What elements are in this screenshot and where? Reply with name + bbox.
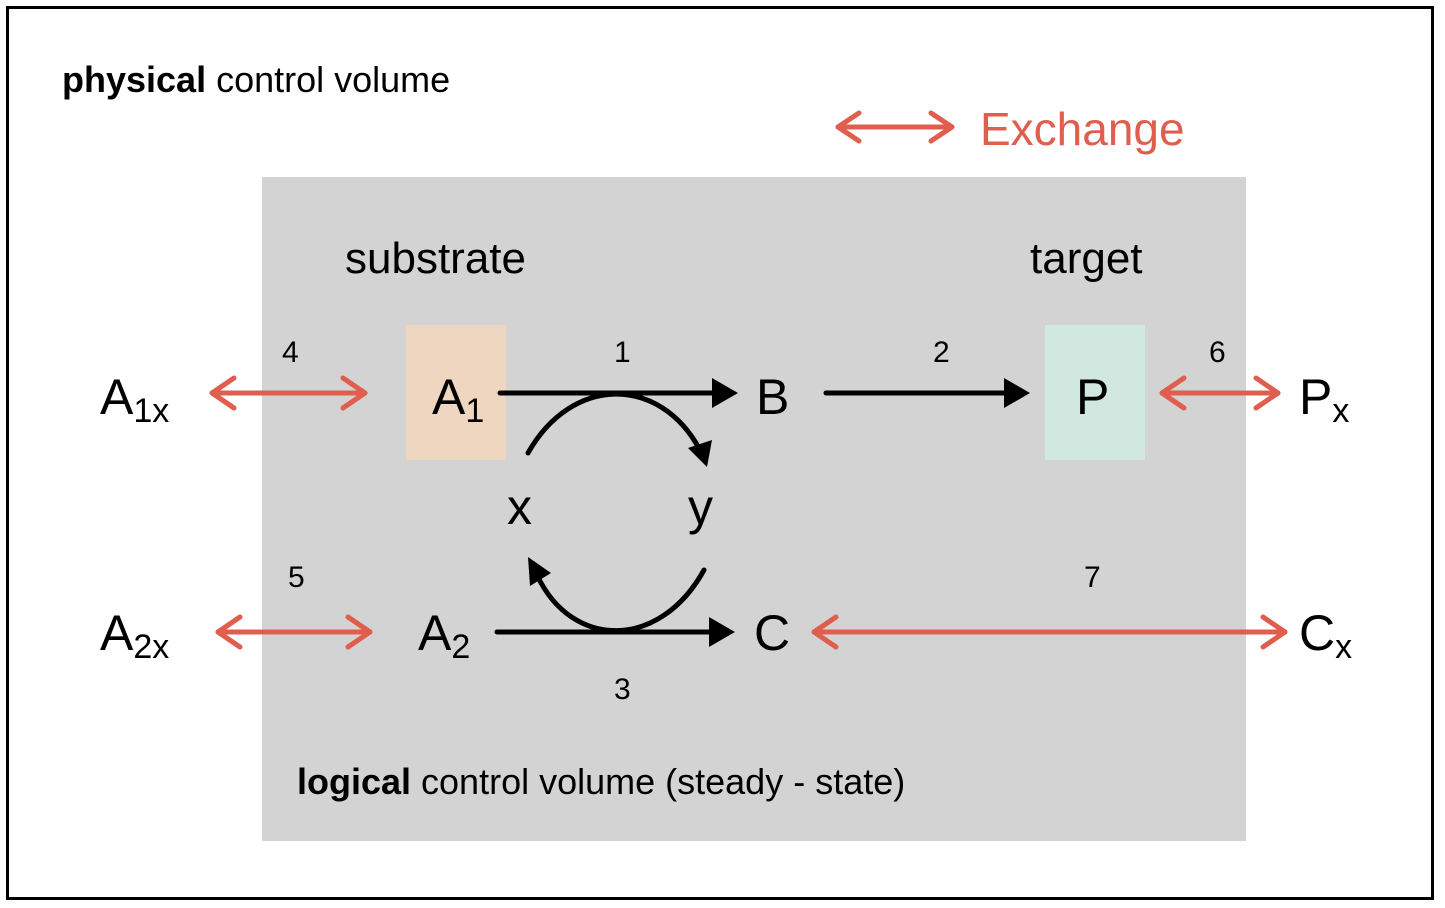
legend-exchange-label: Exchange	[980, 103, 1185, 155]
target-box	[1045, 325, 1145, 460]
exchange-arrow-5	[215, 614, 373, 650]
species-A1: A1	[432, 369, 485, 430]
species-x: x	[507, 479, 532, 535]
substrate-box	[406, 325, 506, 460]
species-A2: A2	[418, 605, 471, 666]
reaction-number-7: 7	[1084, 561, 1101, 594]
arrowhead-x-to-y	[688, 440, 712, 467]
exchange-arrow-7	[811, 614, 1288, 650]
reaction-number-2: 2	[933, 336, 950, 369]
heading-target: target	[1030, 234, 1143, 283]
arrow-y-to-x	[534, 567, 707, 634]
logical-control-volume	[262, 177, 1246, 841]
species-A2x: A2x	[100, 605, 170, 666]
species-B: B	[756, 369, 790, 425]
exchange-arrow-4	[209, 375, 368, 411]
arrow-x-to-y	[525, 391, 703, 456]
legend-exchange-arrow	[835, 110, 955, 144]
reaction-number-3: 3	[614, 673, 631, 706]
species-C: C	[754, 605, 791, 661]
species-P: P	[1076, 369, 1110, 425]
exchange-arrow-6	[1159, 375, 1281, 411]
logical-title: logical control volume (steady - state)	[297, 761, 906, 802]
arrowhead-r3	[709, 617, 735, 647]
heading-substrate: substrate	[345, 234, 526, 283]
species-y: y	[688, 479, 713, 535]
reaction-number-1: 1	[614, 336, 631, 369]
arrowhead-r2	[1004, 378, 1030, 408]
reaction-number-4: 4	[282, 336, 299, 369]
physical-title: physical control volume	[62, 59, 451, 100]
species-Cx: Cx	[1299, 605, 1353, 666]
species-A1x: A1x	[100, 369, 170, 430]
arrowhead-y-to-x	[528, 557, 551, 586]
arrowhead-r1	[712, 378, 738, 408]
physical-control-volume	[6, 6, 1434, 900]
reaction-number-5: 5	[288, 561, 305, 594]
species-Px: Px	[1299, 369, 1350, 430]
reaction-number-6: 6	[1209, 336, 1226, 369]
